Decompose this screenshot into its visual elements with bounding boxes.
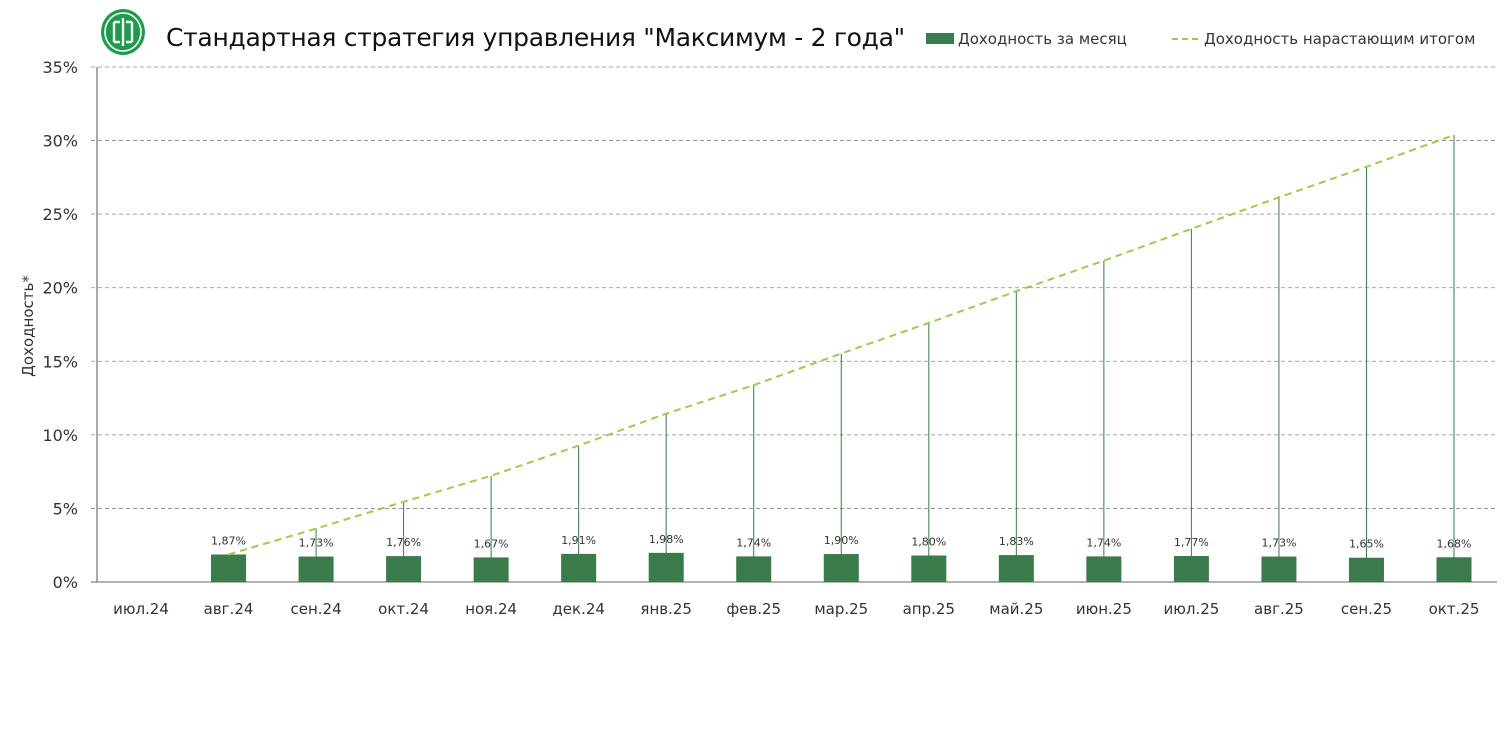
bar-value-label: 1,83% xyxy=(999,535,1034,548)
y-tick-label: 5% xyxy=(53,499,78,518)
y-tick-labels: 0% 5% 10% 15% 20% 25% 30% 35% xyxy=(42,58,78,592)
x-tick-label: июн.25 xyxy=(1076,600,1132,618)
bar-value-labels: 1,87% 1,73% 1,76% 1,67% 1,91% 1,98% 1,74% 1,90%… xyxy=(211,533,1471,551)
legend-item-monthly: Доходность за месяц xyxy=(926,29,1127,49)
y-tick-label: 25% xyxy=(42,205,78,224)
bar-value-label: 1,73% xyxy=(299,537,334,550)
bar-value-label: 1,77% xyxy=(1174,536,1209,549)
y-tick-label: 35% xyxy=(42,58,78,77)
bar xyxy=(736,556,772,582)
bar xyxy=(1261,556,1297,582)
bar-value-label: 1,76% xyxy=(386,536,421,549)
bar xyxy=(211,554,247,582)
x-tick-label: янв.25 xyxy=(640,600,692,618)
x-tick-label: июл.25 xyxy=(1163,600,1219,618)
bar xyxy=(1173,555,1209,582)
bar-value-label: 1,68% xyxy=(1437,537,1472,550)
x-tick-label: фев.25 xyxy=(726,600,781,618)
legend-bar-swatch xyxy=(926,33,954,44)
bar xyxy=(1086,556,1122,582)
y-tick-label: 20% xyxy=(42,279,78,298)
y-tick-label: 30% xyxy=(42,132,78,151)
y-tick-label: 10% xyxy=(42,426,78,445)
bar-value-label: 1,91% xyxy=(561,534,596,547)
bar-value-label: 1,65% xyxy=(1349,538,1384,551)
y-axis-label: Доходность* xyxy=(19,275,37,377)
bar xyxy=(386,556,422,582)
x-tick-label: окт.24 xyxy=(378,600,429,618)
x-tick-label: авг.24 xyxy=(204,600,254,618)
bar xyxy=(561,553,597,582)
x-tick-label: дек.24 xyxy=(552,600,605,618)
bar xyxy=(648,552,684,582)
bar xyxy=(1436,557,1472,582)
bar-value-label: 1,73% xyxy=(1261,537,1296,550)
x-tick-label: ноя.24 xyxy=(465,600,517,618)
bar-value-label: 1,74% xyxy=(736,536,771,549)
x-tick-labels: июл.24 авг.24 сен.24 окт.24 ноя.24 дек.24 янв.… xyxy=(113,600,1479,618)
bar xyxy=(473,557,509,582)
bar xyxy=(823,554,859,582)
x-tick-label: окт.25 xyxy=(1429,600,1480,618)
x-tick-label: сен.25 xyxy=(1341,600,1392,618)
x-tick-label: май.25 xyxy=(989,600,1043,618)
x-tick-label: апр.25 xyxy=(903,600,955,618)
bar xyxy=(998,555,1034,582)
x-tick-label: июл.24 xyxy=(113,600,169,618)
stem-lines xyxy=(228,134,1455,582)
bars xyxy=(211,552,1472,582)
bar-value-label: 1,98% xyxy=(649,533,684,546)
x-tick-label: сен.24 xyxy=(290,600,341,618)
legend-label-monthly: Доходность за месяц xyxy=(958,30,1127,48)
bar xyxy=(298,556,334,582)
x-tick-label: авг.25 xyxy=(1254,600,1304,618)
legend-line-swatch xyxy=(1172,37,1198,40)
legend-label-cumulative: Доходность нарастающим итогом xyxy=(1204,30,1476,48)
chart-title: Стандартная стратегия управления "Максим… xyxy=(166,23,905,52)
logo-icon xyxy=(101,9,145,55)
bar-value-label: 1,80% xyxy=(911,536,946,549)
bar xyxy=(911,555,947,582)
bar-value-label: 1,67% xyxy=(474,537,509,550)
legend-item-cumulative: Доходность нарастающим итогом xyxy=(1172,29,1475,49)
y-tick-label: 0% xyxy=(53,573,78,592)
grid-lines xyxy=(91,66,1497,583)
bar-value-label: 1,74% xyxy=(1086,536,1121,549)
x-tick-label: мар.25 xyxy=(814,600,868,618)
bar-value-label: 1,87% xyxy=(211,534,246,547)
y-tick-label: 15% xyxy=(42,352,78,371)
bar-value-label: 1,90% xyxy=(824,534,859,547)
bar xyxy=(1348,557,1384,582)
